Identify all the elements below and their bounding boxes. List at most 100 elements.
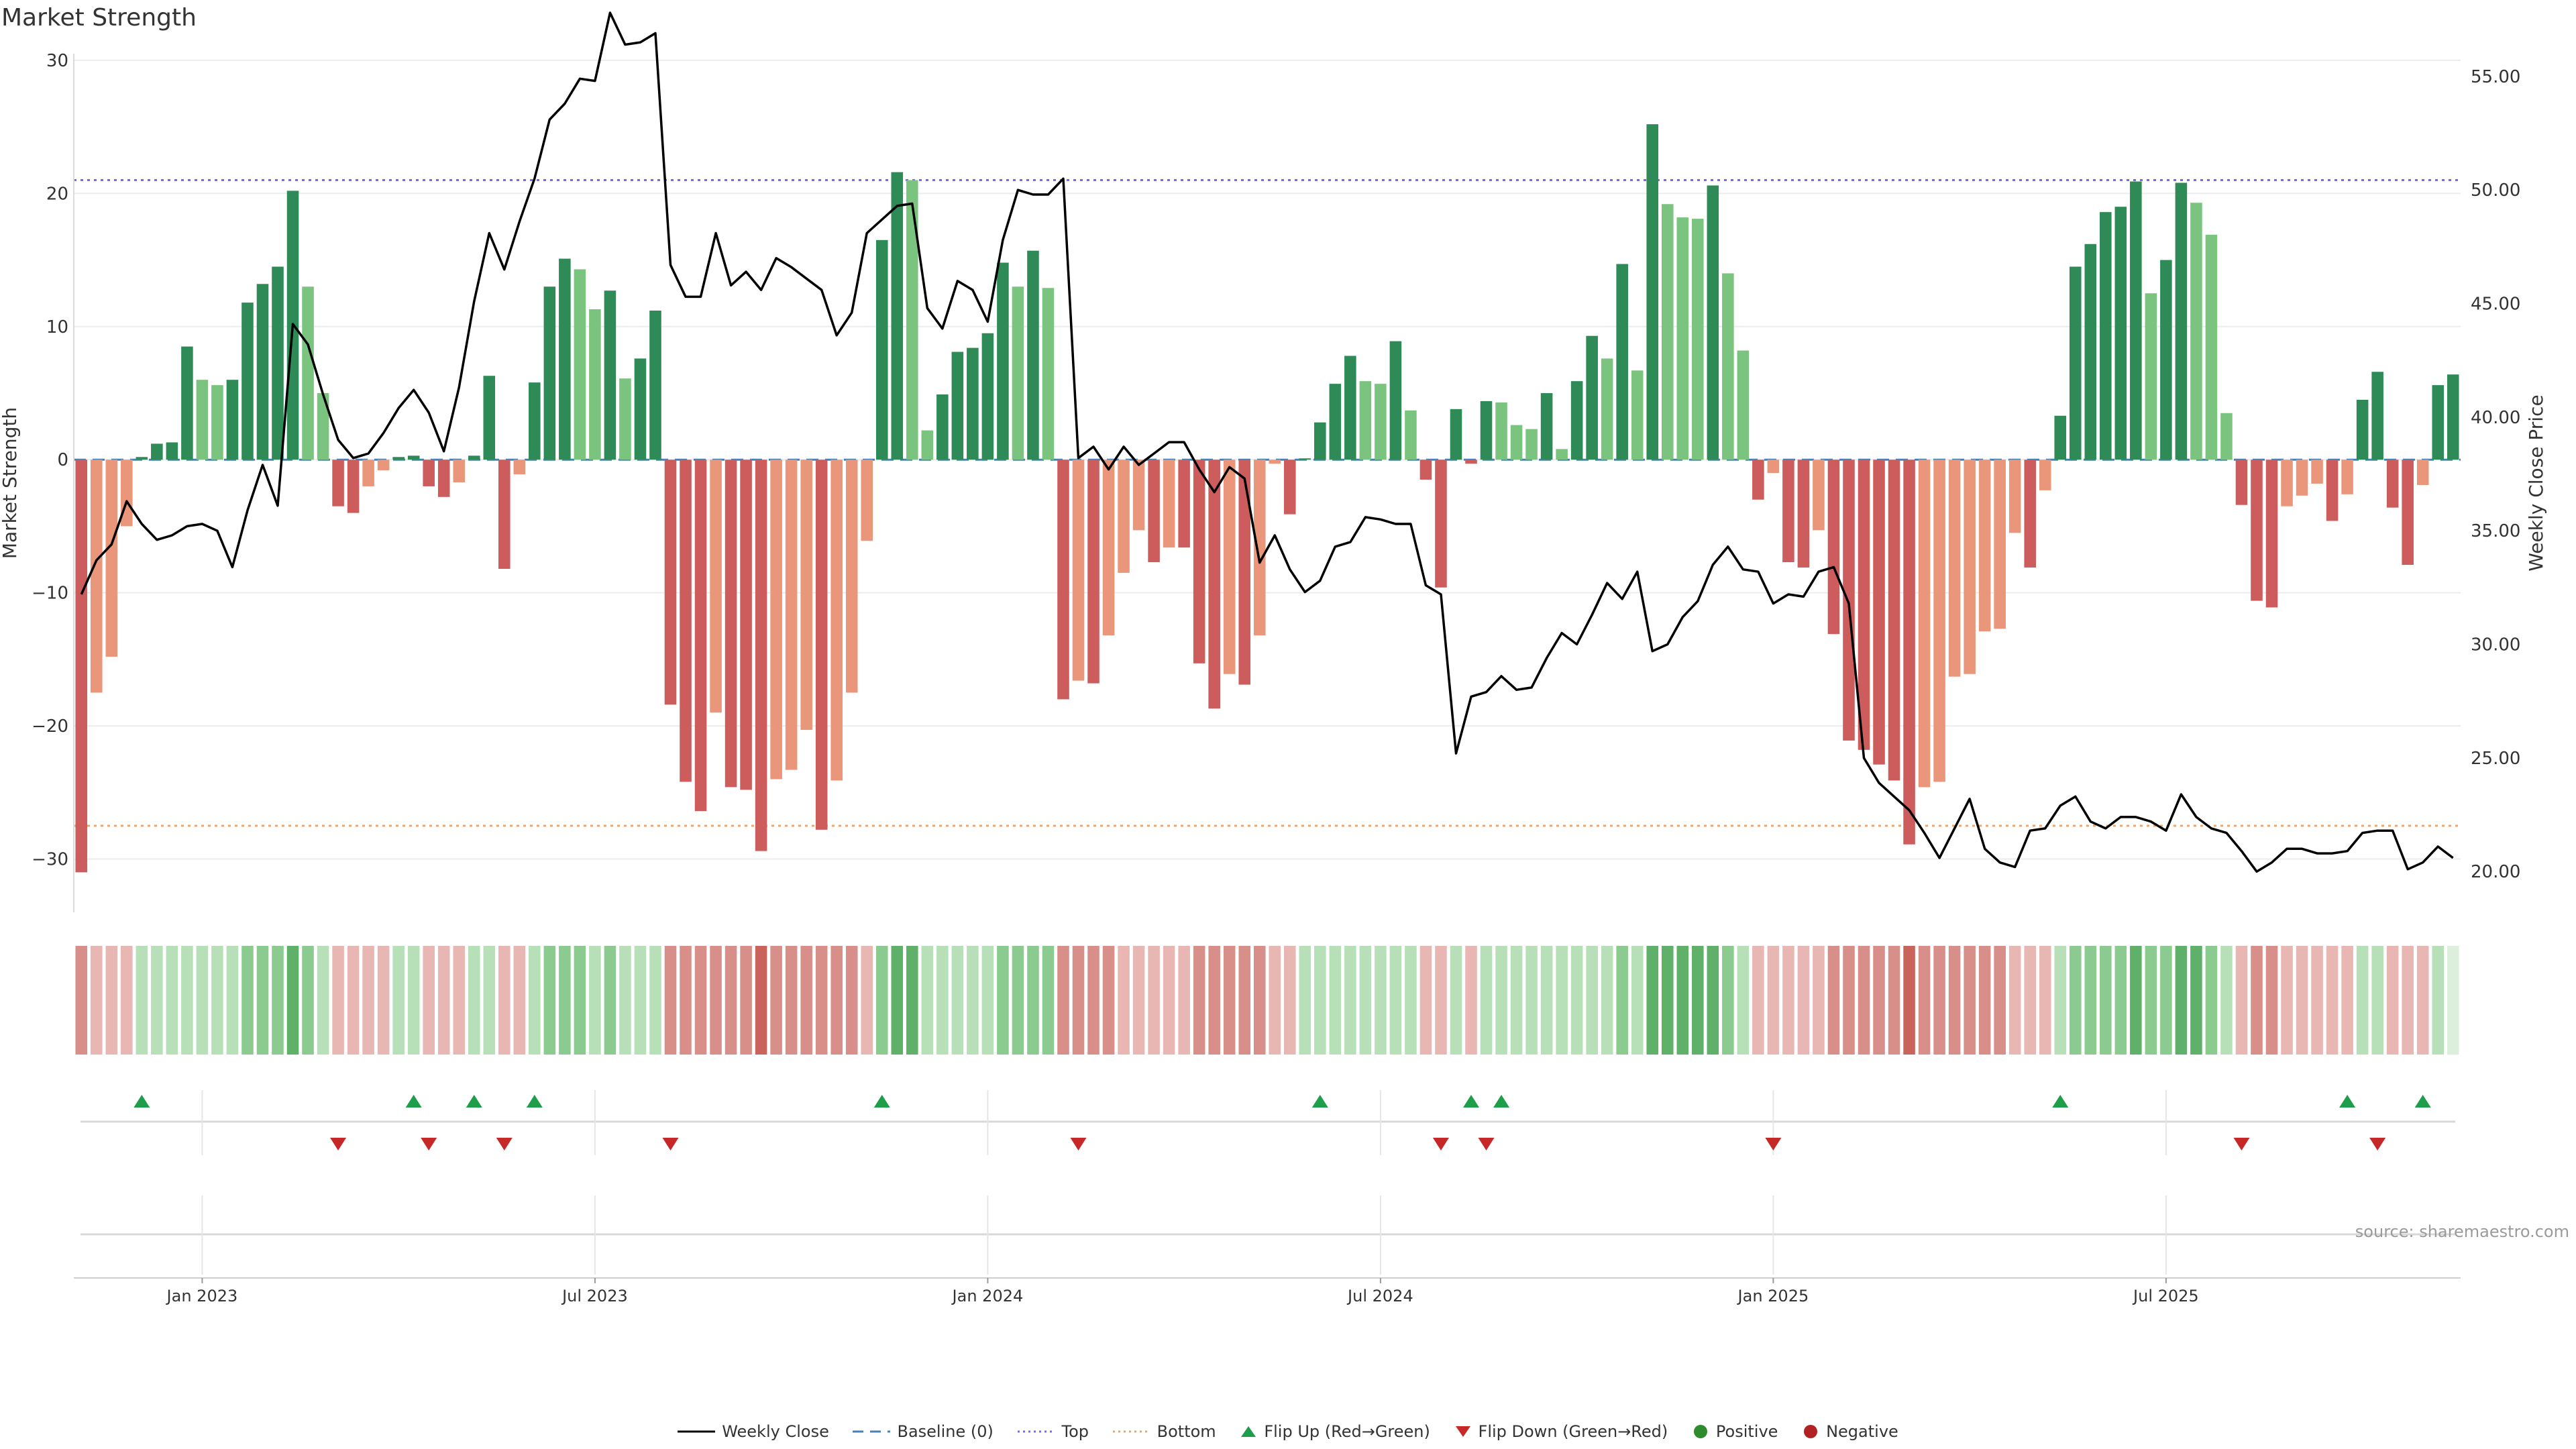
strength-bar (1344, 356, 1356, 460)
strip-cell (1767, 946, 1780, 1055)
strength-bar (2326, 460, 2339, 521)
strip-cell (2311, 946, 2323, 1055)
strip-cell (2371, 946, 2383, 1055)
strip-cell (1450, 946, 1462, 1055)
strength-bar (543, 286, 556, 460)
flip-up-marker (526, 1095, 543, 1108)
strip-cell (1661, 946, 1674, 1055)
strip-cell (1178, 946, 1190, 1055)
strength-bar (437, 460, 450, 497)
strength-bar (1299, 458, 1311, 460)
strength-bar (559, 258, 571, 460)
strength-bar (1102, 460, 1115, 636)
strength-bar (2281, 460, 2293, 506)
strip-cell (2190, 946, 2202, 1055)
strength-bar (785, 460, 798, 770)
strength-bar (347, 460, 360, 513)
strength-bar (1057, 460, 1069, 700)
strength-bar (1707, 185, 1719, 460)
strength-bar (634, 358, 647, 460)
weekly-close-series (80, 11, 2454, 873)
strip-cell (1163, 946, 1175, 1055)
strength-bar (1873, 460, 1885, 765)
strip-cell (1344, 946, 1356, 1055)
strip-cell (2416, 946, 2429, 1055)
strip-cell (453, 946, 466, 1055)
strip-cell (2205, 946, 2218, 1055)
strip-cell (1510, 946, 1523, 1055)
strip-cell (2175, 946, 2188, 1055)
strength-bar (1601, 358, 1613, 460)
strip-cell (1903, 946, 1915, 1055)
y2-tick-label: 50.00 (2471, 180, 2520, 201)
baseline-swatch-icon (853, 1430, 891, 1433)
strength-bar (997, 262, 1009, 460)
red-dot-icon (1804, 1425, 1818, 1438)
strip-cell (2402, 946, 2414, 1055)
legend-weekly-close: Weekly Close (678, 1422, 829, 1441)
strength-bar (694, 460, 707, 812)
strip-cell (2008, 946, 2021, 1055)
strip-cell (1027, 946, 1039, 1055)
strip-cell (2220, 946, 2233, 1055)
strip-cell (272, 946, 284, 1055)
strength-bar (1616, 264, 1628, 460)
strength-bar (362, 460, 374, 486)
strength-bar (241, 303, 254, 460)
strip-cell (256, 946, 269, 1055)
strength-bar (423, 460, 435, 486)
legend-negative: Negative (1802, 1422, 1898, 1441)
strength-bar (1661, 204, 1674, 460)
legend-flip-up-label: Flip Up (Red→Green) (1264, 1422, 1430, 1441)
strength-bar (664, 460, 677, 705)
strength-bar (302, 286, 314, 460)
strength-bar (1314, 422, 1326, 460)
strength-bar (136, 457, 148, 460)
strength-bar (1012, 286, 1024, 460)
strip-cell (90, 946, 103, 1055)
strip-cell (800, 946, 812, 1055)
strip-cell (2296, 946, 2308, 1055)
strength-bar (226, 380, 239, 460)
strip-cell (1646, 946, 1659, 1055)
strength-bar (1903, 460, 1915, 845)
strip-cell (166, 946, 178, 1055)
strip-cell (724, 946, 737, 1055)
strength-bar (1767, 460, 1780, 474)
strength-bar (2175, 182, 2188, 460)
strength-bar (1389, 341, 1402, 460)
strength-bar (2447, 374, 2459, 460)
strip-cell (362, 946, 374, 1055)
strength-bar (2371, 372, 2383, 460)
strength-bar (1253, 460, 1266, 636)
flip-down-marker (1478, 1138, 1495, 1150)
strip-cell (1405, 946, 1417, 1055)
strength-bar (710, 460, 722, 713)
flip-down-marker (1432, 1138, 1449, 1150)
strip-cell (392, 946, 405, 1055)
strength-bar (2190, 203, 2202, 460)
strip-cell (1918, 946, 1931, 1055)
strength-bar (981, 333, 994, 460)
strip-cell (302, 946, 314, 1055)
strength-bar (2205, 234, 2218, 460)
strength-bar (1813, 460, 1825, 531)
legend: Weekly Close Baseline (0) Top Bottom Fli… (0, 1422, 2576, 1442)
strip-cell (543, 946, 556, 1055)
strip-cell (1752, 946, 1764, 1055)
strength-bar (755, 460, 767, 851)
flip-down-marker (496, 1138, 513, 1150)
strength-bar (105, 460, 118, 657)
strength-bar (1525, 429, 1538, 460)
strength-bar (1570, 381, 1583, 460)
strip-cell (1495, 946, 1507, 1055)
y-tick-label: 20 (46, 184, 68, 204)
strength-bar (1193, 460, 1205, 663)
strip-cell (181, 946, 193, 1055)
legend-top-label: Top (1061, 1422, 1089, 1441)
strength-bar (1208, 460, 1220, 709)
strip-cell (513, 946, 526, 1055)
strip-cell (664, 946, 677, 1055)
strip-cell (1480, 946, 1493, 1055)
strip-cell (1978, 946, 1991, 1055)
